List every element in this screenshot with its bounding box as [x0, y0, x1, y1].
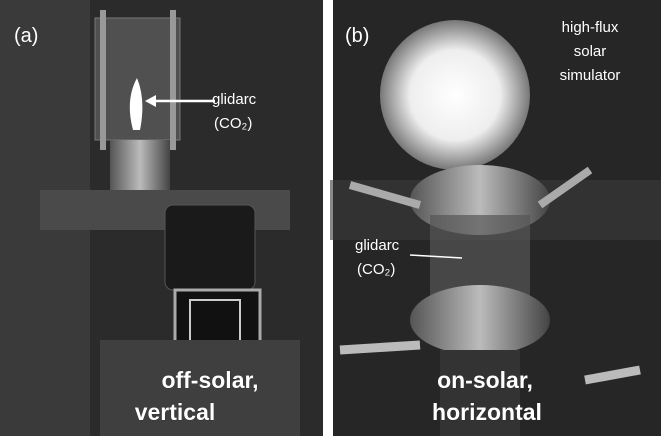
- figure: (a) glidarc (CO₂) off-solar, vertical (b…: [0, 0, 661, 436]
- camera: [165, 205, 255, 290]
- fitting: [340, 345, 420, 350]
- lamp: [380, 20, 530, 170]
- caption: off-solar,: [161, 367, 258, 393]
- annotation: (CO₂): [357, 261, 395, 278]
- annotation: simulator: [560, 67, 621, 84]
- annotation: (CO₂): [214, 115, 252, 132]
- panel-label: (a): [14, 25, 38, 47]
- rod: [170, 10, 176, 150]
- annotation: glidarc: [212, 91, 257, 108]
- flange: [110, 140, 170, 190]
- annotation: glidarc: [355, 237, 400, 254]
- caption: horizontal: [432, 399, 542, 425]
- rod: [100, 10, 106, 150]
- caption: vertical: [135, 399, 216, 425]
- annotation: high-flux: [562, 19, 619, 36]
- panel-a: (a) glidarc (CO₂) off-solar, vertical: [0, 0, 323, 436]
- caption: on-solar,: [437, 367, 533, 393]
- annotation: solar: [574, 43, 607, 60]
- panel-b: (b) high-flux solar simulator glidarc (C…: [330, 0, 661, 436]
- flange: [410, 285, 550, 355]
- panel-label: (b): [345, 25, 369, 47]
